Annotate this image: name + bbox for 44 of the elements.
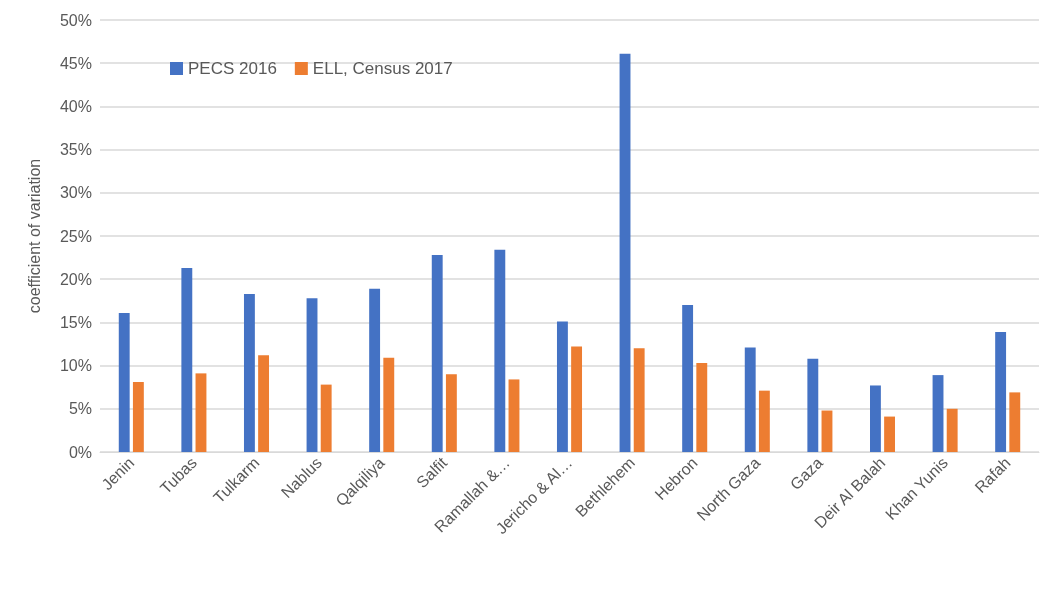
bar xyxy=(682,305,694,452)
bar xyxy=(383,357,395,452)
bar xyxy=(884,416,896,452)
bar xyxy=(821,410,833,452)
bar xyxy=(995,331,1007,452)
bar xyxy=(243,293,255,452)
y-tick-label: 30% xyxy=(59,184,92,202)
bar xyxy=(118,312,130,452)
bar xyxy=(369,288,381,452)
y-tick-label: 40% xyxy=(59,97,92,115)
bar xyxy=(306,298,318,452)
legend-label: PECS 2016 xyxy=(188,59,277,78)
bar xyxy=(320,384,332,452)
bar xyxy=(619,53,631,452)
y-tick-label: 45% xyxy=(59,54,92,72)
bar xyxy=(744,347,756,452)
y-tick-label: 0% xyxy=(68,443,92,461)
bar xyxy=(869,385,881,452)
bar xyxy=(946,408,958,452)
y-axis-title: coefficient of variation xyxy=(25,158,43,314)
bar xyxy=(494,249,506,452)
bar xyxy=(1009,392,1021,452)
bar xyxy=(508,379,520,452)
bar xyxy=(181,267,193,452)
y-tick-label: 20% xyxy=(59,270,92,288)
bar xyxy=(445,374,457,452)
bar xyxy=(195,373,207,452)
y-tick-label: 5% xyxy=(68,400,92,418)
y-tick-label: 10% xyxy=(59,357,92,375)
legend-label: ELL, Census 2017 xyxy=(312,59,453,78)
bar xyxy=(633,348,645,452)
y-tick-label: 25% xyxy=(59,227,92,245)
bar xyxy=(556,321,568,452)
bar xyxy=(258,355,270,452)
bar xyxy=(758,390,770,452)
bar xyxy=(431,255,443,452)
bar xyxy=(571,346,583,452)
y-tick-label: 50% xyxy=(59,11,92,29)
bar xyxy=(132,382,144,452)
y-tick-label: 15% xyxy=(59,313,92,331)
y-tick-label: 35% xyxy=(59,141,92,159)
bar xyxy=(932,375,944,452)
bar xyxy=(696,363,708,452)
bar xyxy=(807,358,819,452)
